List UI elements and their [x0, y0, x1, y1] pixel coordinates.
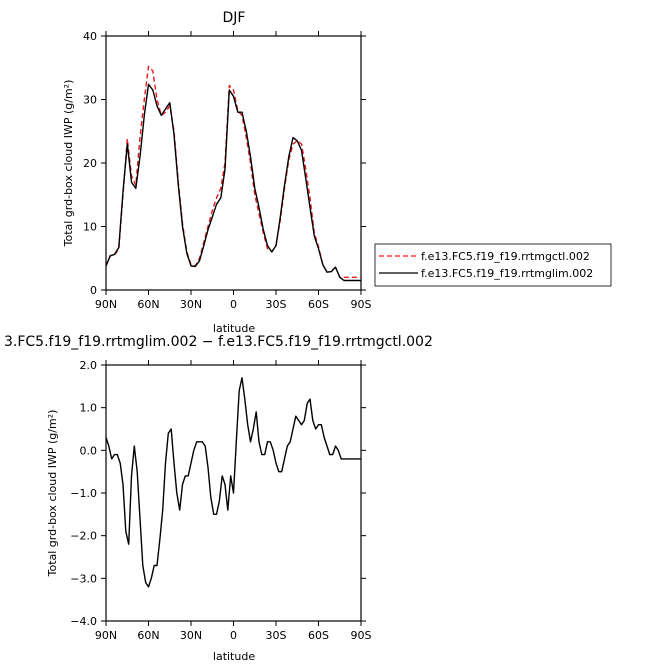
- top-x-tick-label: 30S: [266, 298, 287, 311]
- top-y-tick-label: 20: [83, 157, 97, 170]
- bottom-y-tick-label: 2.0: [80, 359, 98, 372]
- bottom-panel: 3.FC5.f19_f19.rrtmglim.002 − f.e13.FC5.f…: [4, 334, 433, 663]
- bottom-x-tick-label: 60N: [137, 629, 159, 642]
- top-x-tick-label: 90S: [351, 298, 372, 311]
- top-x-tick-label: 0: [230, 298, 237, 311]
- top-chart-title: DJF: [223, 10, 246, 26]
- bottom-x-axis-label: latitude: [213, 650, 255, 663]
- top-x-tick-label: 60N: [137, 298, 159, 311]
- top-series-line-1: [105, 83, 361, 282]
- bottom-x-tick-label: 90N: [95, 629, 117, 642]
- bottom-x-tick-label: 30S: [266, 629, 287, 642]
- top-x-axis: 90N 60N 30N 0 30S 60S 90S: [95, 31, 372, 311]
- top-y-tick-label: 0: [90, 284, 97, 297]
- legend-label-ctl: f.e13.FC5.f19_f19.rrtmgctl.002: [421, 250, 590, 263]
- top-panel: DJF 0 10 20 30 40 90N 60N 30N 0 30S 60S 90S latitu…: [62, 10, 372, 335]
- top-plot-frame: [105, 35, 362, 291]
- top-y-axis-label: Total grd-box cloud IWP (g/m²): [62, 80, 75, 248]
- top-y-axis: 0 10 20 30 40: [83, 30, 366, 297]
- bottom-y-tick-label: −1.0: [70, 487, 97, 500]
- bottom-x-tick-label: 60S: [308, 629, 329, 642]
- bottom-y-axis-label: Total grd-box cloud IWP (g/m²): [46, 410, 59, 578]
- bottom-y-tick-label: −4.0: [70, 615, 97, 628]
- legend: f.e13.FC5.f19_f19.rrtmgctl.002 f.e13.FC5…: [374, 243, 612, 287]
- bottom-y-tick-label: −2.0: [70, 530, 97, 543]
- top-y-tick-label: 10: [83, 221, 97, 234]
- bottom-series-line-0: [105, 377, 361, 588]
- bottom-y-tick-label: −3.0: [70, 572, 97, 585]
- bottom-x-tick-label: 90S: [351, 629, 372, 642]
- top-x-tick-label: 60S: [308, 298, 329, 311]
- bottom-series-group: [105, 377, 361, 588]
- top-x-tick-label: 90N: [95, 298, 117, 311]
- bottom-y-tick-label: 1.0: [80, 402, 98, 415]
- bottom-y-tick-label: 0.0: [80, 444, 98, 457]
- top-y-tick-label: 30: [83, 94, 97, 107]
- legend-label-lim: f.e13.FC5.f19_f19.rrtmglim.002: [421, 267, 593, 280]
- legend-box: [374, 243, 612, 287]
- bottom-x-tick-label: 0: [230, 629, 237, 642]
- top-series-group: [105, 65, 361, 282]
- bottom-chart-title: 3.FC5.f19_f19.rrtmglim.002 − f.e13.FC5.f…: [4, 334, 433, 350]
- top-y-tick-label: 40: [83, 30, 97, 43]
- bottom-x-tick-label: 30N: [180, 629, 202, 642]
- bottom-y-axis: −4.0 −3.0 −2.0 −1.0 0.0 1.0 2.0: [70, 359, 366, 628]
- top-x-tick-label: 30N: [180, 298, 202, 311]
- bottom-x-axis: 90N 60N 30N 0 30S 60S 90S: [95, 360, 372, 642]
- top-x-axis-label: latitude: [213, 322, 255, 335]
